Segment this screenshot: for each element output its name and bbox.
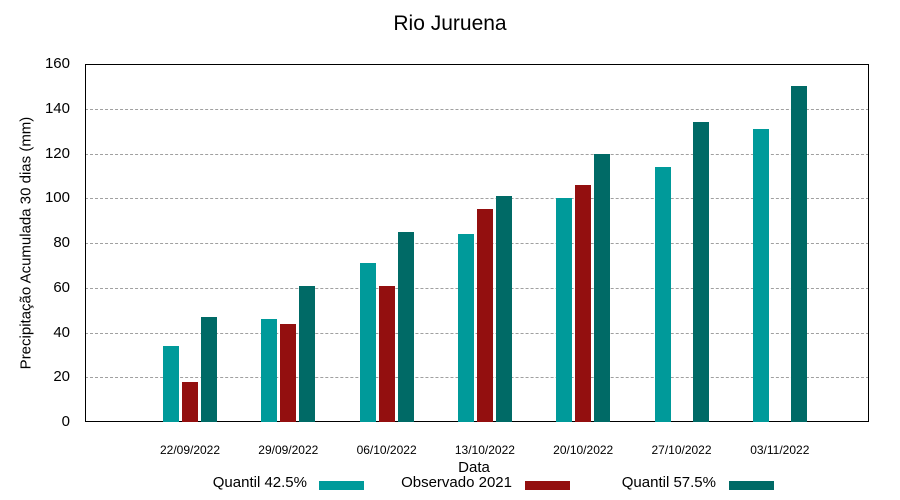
y-tick-label: 100 (44, 189, 70, 207)
x-tick-label: 22/09/2022 (159, 443, 221, 457)
legend-label: Quantil 57.5% (621, 474, 716, 491)
y-tick-label: 140 (44, 99, 70, 117)
y-tick-label: 20 (53, 368, 70, 386)
y-tick-label: 0 (61, 413, 70, 430)
y-axis-label: Precipitação Acumulada 30 dias (mm) (17, 116, 35, 370)
y-tick-label: 40 (53, 323, 70, 341)
x-tick-label: 03/11/2022 (750, 443, 810, 457)
x-tick-label: 06/10/2022 (356, 443, 417, 457)
x-axis-label: Data (458, 459, 490, 476)
legend-swatch (729, 481, 774, 490)
y-tick-label: 120 (44, 144, 70, 162)
x-tick-label: 27/10/2022 (651, 443, 712, 457)
y-tick-label: 160 (44, 55, 70, 72)
gridline (85, 108, 869, 110)
bar (654, 166, 671, 422)
legend-swatch (525, 481, 570, 490)
bar (476, 209, 493, 422)
bar (280, 323, 297, 422)
chart-title: Rio Juruena (393, 12, 507, 35)
bar (359, 263, 376, 422)
bar (261, 319, 278, 422)
bar (495, 196, 512, 422)
legend-label: Quantil 42.5% (212, 474, 307, 491)
bar (397, 231, 414, 422)
legend-label: Observado 2021 (401, 474, 512, 491)
gridline (85, 198, 869, 200)
bar (201, 316, 217, 422)
bar (378, 285, 395, 422)
bar (692, 122, 709, 422)
bar (594, 153, 611, 422)
x-tick-label: 20/10/2022 (553, 443, 614, 457)
legend-swatch (319, 481, 364, 490)
bar (790, 86, 807, 422)
bar (575, 184, 592, 422)
x-tick-label: 13/10/2022 (454, 443, 515, 457)
bar (457, 234, 474, 422)
bar (163, 345, 179, 422)
gridline (85, 153, 869, 155)
bar (299, 285, 316, 422)
y-tick-label: 60 (53, 278, 70, 296)
bar (182, 381, 198, 422)
x-tick-label: 29/09/2022 (258, 443, 319, 457)
bar (556, 198, 573, 422)
y-tick-label: 80 (53, 234, 70, 251)
bar (752, 128, 769, 422)
